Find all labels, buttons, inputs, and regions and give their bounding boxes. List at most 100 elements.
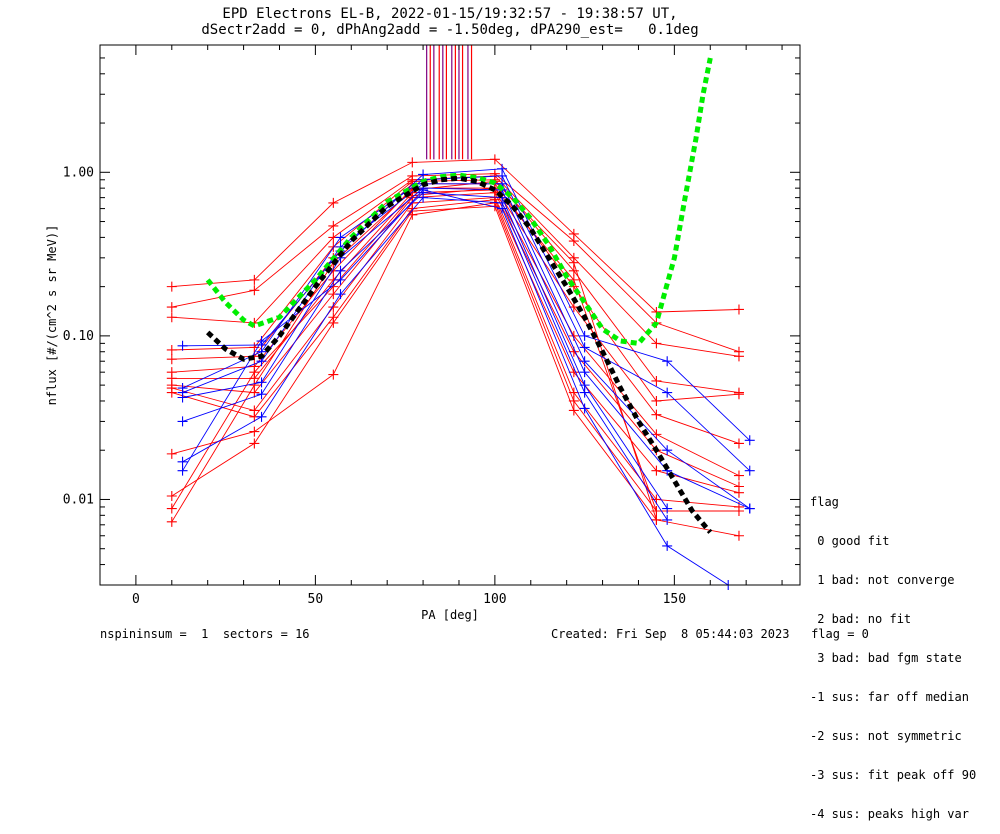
red-series-point <box>651 338 662 349</box>
blue-series-point <box>177 340 188 351</box>
red-series-line <box>171 180 657 523</box>
red-series-point <box>733 389 744 400</box>
blue-series-line <box>182 189 729 586</box>
red-series-point <box>733 438 744 449</box>
blue-series-point <box>335 265 346 276</box>
blue-series-line <box>182 168 751 441</box>
red-series-point <box>166 503 177 514</box>
x-tick-label: 150 <box>663 592 686 607</box>
x-tick-label: 50 <box>308 592 324 607</box>
x-tick-label: 100 <box>483 592 506 607</box>
blue-series-point <box>662 540 673 551</box>
red-series-point <box>733 487 744 498</box>
x-axis-label: PA [deg] <box>421 608 479 622</box>
green-fit-curve <box>205 57 713 347</box>
blue-series-point <box>744 503 755 514</box>
red-series-point <box>733 530 744 541</box>
blue-series-point <box>579 330 590 341</box>
y-tick-label: 0.01 <box>63 492 94 507</box>
red-series-line <box>171 205 740 537</box>
red-series-line <box>171 158 740 313</box>
y-tick-label: 1.00 <box>63 165 94 180</box>
y-tick-label: 0.10 <box>63 329 94 344</box>
red-series-point <box>651 514 662 525</box>
red-series-line <box>171 192 740 487</box>
chart-title-line2: dSectr2add = 0, dPhAng2add = -1.50deg, d… <box>201 22 699 38</box>
blue-series-point <box>256 336 267 347</box>
chart-title-line1: EPD Electrons EL-B, 2022-01-15/19:32:57 … <box>222 6 678 22</box>
red-series-point <box>733 351 744 362</box>
red-series-point <box>166 312 177 323</box>
blue-series-point <box>497 203 508 214</box>
flag-legend: flag 0 good fit 1 bad: not converge 2 ba… <box>810 470 976 834</box>
red-series-point <box>249 285 260 296</box>
legend-item: -3 sus: fit peak off 90 <box>810 768 977 782</box>
red-series-point <box>651 395 662 406</box>
fit-curves-group <box>205 57 713 534</box>
red-series-point <box>568 236 579 247</box>
blue-series-line <box>182 175 751 472</box>
red-series-point <box>166 281 177 292</box>
blue-series-point <box>177 456 188 467</box>
blue-series-point <box>579 367 590 378</box>
red-series-point <box>651 506 662 517</box>
red-series-point <box>407 157 418 168</box>
black-fit-curve <box>205 175 713 534</box>
legend-item: 2 bad: no fit <box>810 612 912 626</box>
red-series-point <box>733 470 744 481</box>
red-series-point <box>328 197 339 208</box>
blue-series-point <box>579 403 590 414</box>
axes-group: 0 50 100 150 0.01 0.10 1.00 <box>63 44 800 607</box>
red-series-point <box>249 367 260 378</box>
red-series-point <box>166 448 177 459</box>
x-tick-label: 0 <box>132 592 140 607</box>
blue-series-point <box>579 387 590 398</box>
red-series-group <box>166 154 744 541</box>
red-series-point <box>489 154 500 165</box>
chart-svg: 0 50 100 150 0.01 0.10 1.00 PA [deg] nflux [#/… <box>45 44 801 622</box>
red-series-point <box>568 257 579 268</box>
red-series-line <box>171 187 740 444</box>
blue-series-point <box>177 392 188 403</box>
red-series-point <box>166 302 177 313</box>
blue-series-point <box>256 389 267 400</box>
legend-item: -4 sus: peaks high var <box>810 807 969 821</box>
legend-item: 1 bad: not converge <box>810 573 955 587</box>
footer-created-info: Created: Fri Sep 8 05:44:03 2023 flag = … <box>551 627 869 641</box>
blue-series-point <box>256 411 267 422</box>
blue-series-point <box>177 465 188 476</box>
blue-series-point <box>256 377 267 388</box>
red-series-line <box>171 197 740 494</box>
red-series-point <box>651 409 662 420</box>
footer-sectors-info: nspininsum = 1 sectors = 16 <box>100 627 310 641</box>
legend-item: -1 sus: far off median <box>810 690 969 704</box>
blue-series-point <box>744 435 755 446</box>
legend-item: 0 good fit <box>810 534 890 548</box>
red-series-point <box>249 274 260 285</box>
plot-frame <box>99 44 801 586</box>
sector-lines <box>426 45 473 160</box>
red-series-line <box>171 189 740 477</box>
blue-series-point <box>744 465 755 476</box>
blue-series-line <box>182 197 668 521</box>
red-series-point <box>249 380 260 391</box>
blue-series-point <box>335 274 346 285</box>
red-series-point <box>166 344 177 355</box>
blue-series-point <box>662 503 673 514</box>
red-series-point <box>407 205 418 216</box>
blue-series-line <box>182 187 750 509</box>
red-series-line <box>171 175 740 357</box>
red-series-point <box>166 354 177 365</box>
blue-series-point <box>335 232 346 243</box>
blue-series-point <box>662 514 673 525</box>
y-axis-label: nflux [#/(cm^2 s sr MeV)] <box>45 225 59 406</box>
blue-series-point <box>579 342 590 353</box>
red-series-point <box>166 490 177 501</box>
blue-series-point <box>662 387 673 398</box>
legend-item: 3 bad: bad fgm state <box>810 651 962 665</box>
red-series-point <box>328 369 339 380</box>
red-series-point <box>328 317 339 328</box>
blue-series-point <box>335 289 346 300</box>
legend-item: -2 sus: not symmetric <box>810 729 962 743</box>
red-series-point <box>249 426 260 437</box>
